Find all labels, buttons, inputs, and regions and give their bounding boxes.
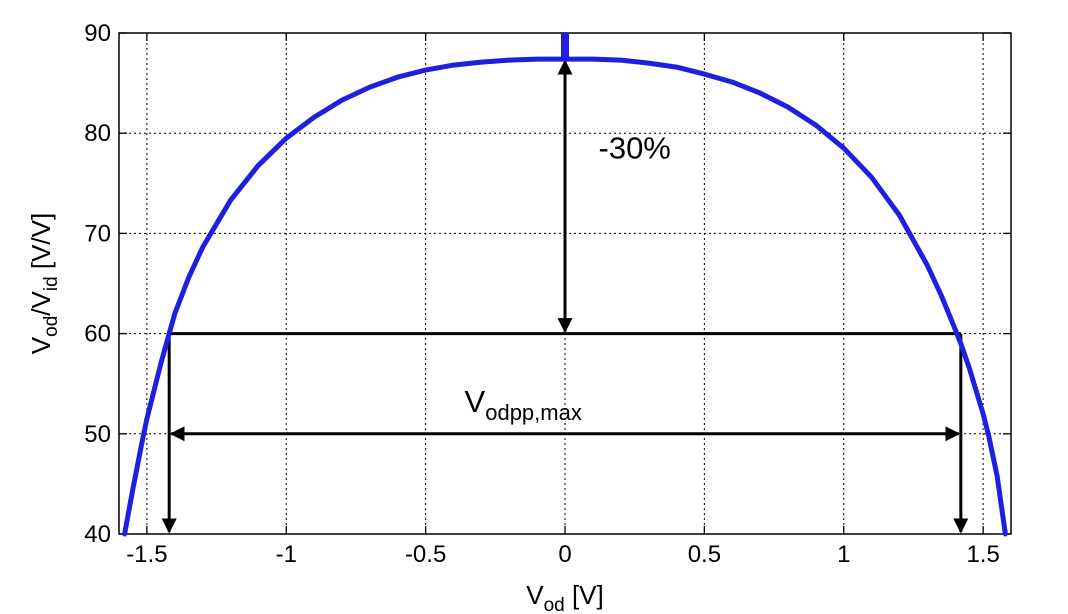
x-tick-label: -1 <box>276 541 297 568</box>
y-axis-label: Vod/Vid [V/V] <box>26 213 62 354</box>
x-tick-label: -0.5 <box>405 541 446 568</box>
gain-drop-annotation: -30% <box>599 130 671 165</box>
x-tick-label: 1.5 <box>966 541 999 568</box>
x-axis-label: Vod [V] <box>526 580 604 614</box>
y-tick-label: 80 <box>84 120 111 147</box>
gain-curve-line <box>122 56 1008 537</box>
y-tick-label: 50 <box>84 421 111 448</box>
swing-annotation: Vodpp,max <box>465 384 582 425</box>
y-tick-label: 60 <box>84 321 111 348</box>
peak-marker <box>561 33 569 60</box>
y-tick-label: 90 <box>84 20 111 47</box>
x-tick-label: 0.5 <box>688 541 721 568</box>
y-tick-label: 40 <box>84 521 111 548</box>
x-tick-label: 0 <box>558 541 571 568</box>
y-tick-label: 70 <box>84 220 111 247</box>
x-tick-label: 1 <box>837 541 850 568</box>
x-tick-label: -1.5 <box>126 541 167 568</box>
